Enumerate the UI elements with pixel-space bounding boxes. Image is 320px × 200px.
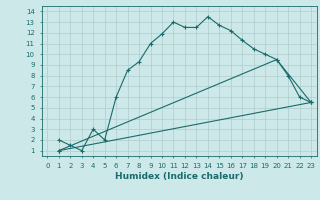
X-axis label: Humidex (Indice chaleur): Humidex (Indice chaleur) [115,172,244,181]
